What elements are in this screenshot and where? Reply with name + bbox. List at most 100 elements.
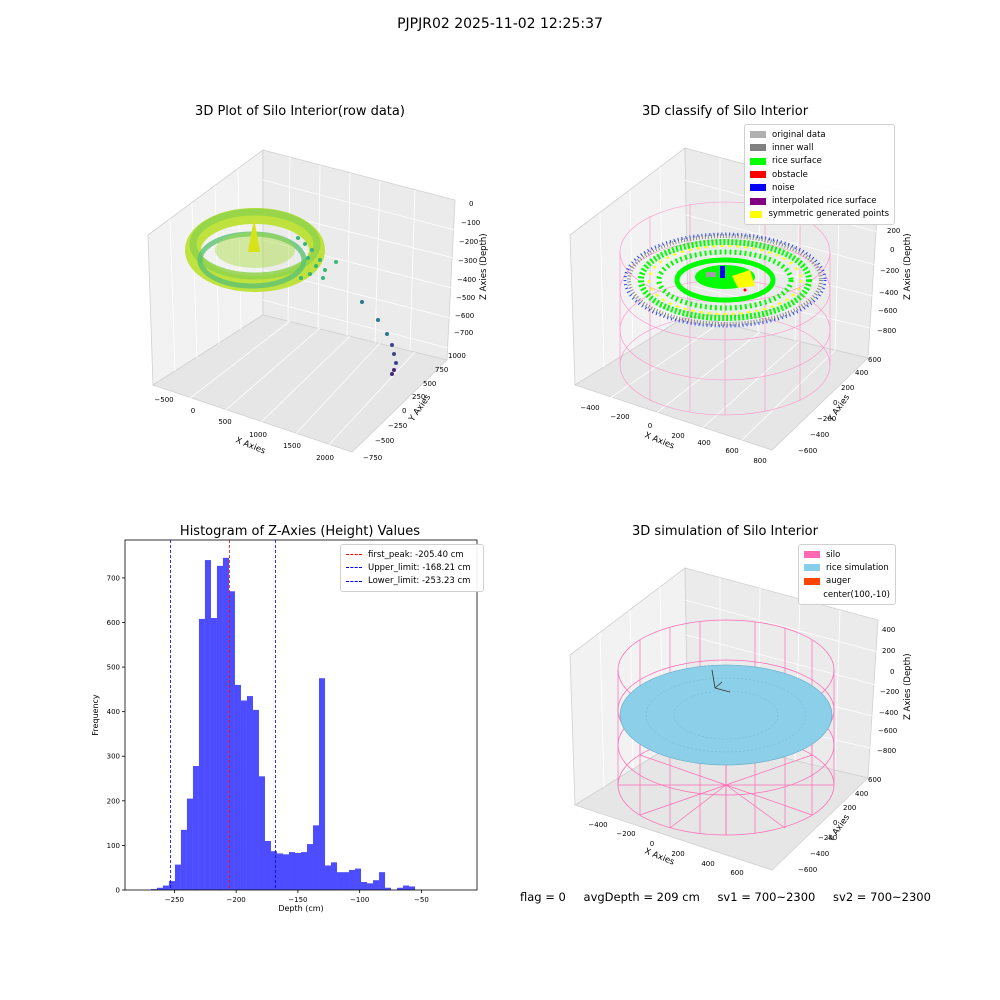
histogram-bar — [373, 880, 380, 890]
classify-xtick: 800 — [753, 457, 766, 465]
simulation-ztick: −600 — [878, 727, 897, 735]
simulation-plot-title: 3D simulation of Silo Interior — [632, 524, 818, 539]
histogram-bar — [276, 853, 283, 890]
simulation-ztick: 400 — [882, 626, 895, 634]
simulation-xtick: 200 — [671, 850, 684, 858]
histogram-bar — [150, 889, 157, 890]
raw-ztick: −400 — [457, 276, 476, 284]
classify-ztick: −200 — [880, 267, 899, 275]
histogram-bar — [258, 776, 265, 890]
simulation-xtick: −200 — [616, 830, 635, 838]
raw-ztick: −700 — [454, 329, 473, 337]
classify-ytick: −600 — [798, 447, 817, 455]
simulation-ztick: 200 — [882, 647, 895, 655]
figure-title: PJPJR02 2025-11-02 12:25:37 — [397, 16, 603, 32]
simulation-xtick: −400 — [588, 821, 607, 829]
classify-ytick: 200 — [841, 384, 854, 392]
classify-legend-label: symmetric generated points — [768, 209, 889, 220]
classify-legend-item: rice surface — [750, 155, 889, 168]
classify-legend-item: interpolated rice surface — [750, 194, 889, 207]
simulation-ztick: 0 — [890, 668, 894, 676]
histogram-bar — [198, 618, 205, 890]
classify-legend-swatch — [750, 157, 766, 165]
raw-xtick: 0 — [191, 407, 195, 415]
histogram-bar — [313, 825, 320, 890]
histogram-xtick-label: −150 — [288, 896, 307, 904]
raw-ytick: −500 — [375, 437, 394, 445]
classify-legend-swatch — [750, 197, 766, 205]
classify-ytick: 600 — [868, 356, 881, 364]
classify-legend-swatch — [750, 131, 766, 139]
classify-legend-item: symmetric generated points — [750, 208, 889, 221]
raw-xtick: 500 — [218, 418, 231, 426]
histogram-legend-line — [346, 554, 362, 556]
histogram-bar — [301, 852, 308, 890]
raw-ztick: 0 — [469, 200, 473, 208]
classify-legend-label: obstacle — [772, 169, 808, 180]
histogram-bar — [210, 618, 217, 890]
histogram-bar — [294, 852, 301, 890]
histogram-yticks: 0 100 200 300 400 500 600 700 — [107, 574, 125, 895]
histogram-bar — [192, 766, 199, 890]
simulation-legend-label: silo — [826, 549, 841, 560]
raw-ztick: −200 — [459, 238, 478, 246]
histogram-ytick-label: 300 — [107, 753, 120, 761]
histogram-bar — [409, 886, 416, 890]
raw-xtick: 1000 — [249, 431, 267, 439]
raw-xtick: −500 — [154, 396, 173, 404]
histogram-bar — [282, 854, 289, 890]
simulation-3d-plot: −400 −200 0 200 400 600 −600 −400 −200 0… — [569, 567, 913, 877]
histogram-ylabel: Frequency — [91, 694, 100, 736]
histogram-bar — [222, 557, 229, 890]
histogram-chart: −250 −200 −150 −100 −50 0 100 200 300 400 500 600 7… — [91, 539, 478, 913]
raw-ytick: 750 — [435, 366, 448, 374]
simulation-legend-item: silo — [804, 548, 890, 561]
classify-ztick: 200 — [887, 227, 900, 235]
histogram-ytick-label: 600 — [107, 619, 120, 627]
histogram-xtick-label: −250 — [165, 896, 184, 904]
histogram-ytick-label: 200 — [107, 797, 120, 805]
simulation-ztick: −400 — [879, 709, 898, 717]
histogram-bars — [150, 557, 416, 890]
classify-points — [623, 232, 827, 328]
histogram-xlabel: Depth (cm) — [278, 904, 323, 913]
simulation-xtick: 600 — [730, 869, 743, 877]
histogram-bar — [397, 887, 404, 890]
simulation-ztick: −800 — [877, 747, 896, 755]
classify-xtick: 0 — [648, 422, 652, 430]
histogram-bar — [180, 829, 187, 890]
auger — [711, 669, 731, 693]
histogram-bar — [367, 883, 374, 890]
classify-legend-item: inner wall — [750, 141, 889, 154]
raw-ytick: 250 — [412, 393, 425, 401]
histogram-bar — [162, 885, 169, 890]
classify-legend-swatch — [750, 144, 766, 152]
classify-legend: original data inner wall rice surface obsta… — [744, 124, 895, 226]
classify-xtick: 400 — [697, 439, 710, 447]
simulation-legend: silo rice simulation auger center(100,-10) — [798, 544, 896, 606]
simulation-ytick: 400 — [855, 790, 868, 798]
histogram-bar — [234, 684, 241, 890]
classify-xtick: 600 — [725, 447, 738, 455]
histogram-bar — [307, 844, 314, 890]
classify-legend-label: inner wall — [772, 142, 814, 153]
simulation-legend-swatch — [804, 551, 820, 559]
raw-ytick: −250 — [388, 422, 407, 430]
histogram-legend-line — [346, 580, 362, 582]
classify-legend-item: original data — [750, 128, 889, 141]
histogram-ytick-label: 0 — [116, 887, 120, 895]
simulation-legend-label: auger — [826, 576, 851, 587]
classify-legend-swatch — [750, 171, 766, 179]
classify-ztick: 0 — [890, 246, 894, 254]
histogram-ytick-label: 100 — [107, 842, 120, 850]
histogram-ytick-label: 400 — [107, 708, 120, 716]
classify-ylabel: Y Axies — [826, 392, 853, 424]
classify-legend-item: noise — [750, 181, 889, 194]
classify-legend-label: noise — [772, 182, 795, 193]
histogram-bar — [355, 868, 362, 890]
raw-ztick: −300 — [458, 257, 477, 265]
simulation-legend-swatch — [804, 577, 820, 585]
simulation-ztick: −200 — [880, 688, 899, 696]
simulation-legend-swatch — [804, 591, 817, 598]
raw-xtick: 1500 — [283, 442, 301, 450]
